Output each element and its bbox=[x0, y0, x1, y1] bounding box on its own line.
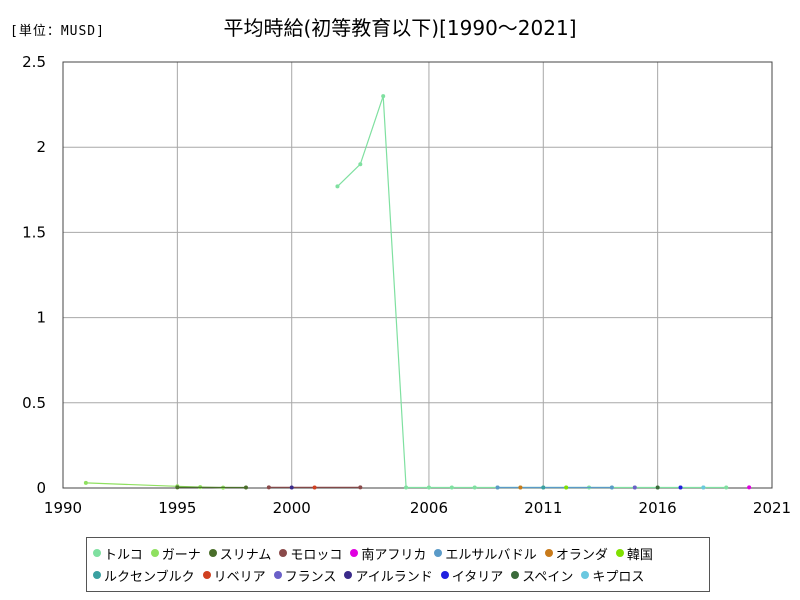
legend-item: ガーナ bbox=[150, 544, 201, 563]
legend-marker bbox=[202, 571, 211, 579]
data-point bbox=[632, 485, 637, 490]
x-tick-label: 2000 bbox=[273, 499, 311, 517]
legend-marker bbox=[350, 549, 359, 557]
data-point bbox=[472, 485, 477, 490]
legend-marker bbox=[615, 549, 624, 557]
data-point bbox=[335, 184, 340, 189]
x-tick-label: 2021 bbox=[753, 499, 791, 517]
legend-item: 韓国 bbox=[615, 544, 653, 563]
legend-label: スリナム bbox=[219, 547, 272, 563]
y-tick-label: 0 bbox=[36, 479, 46, 497]
legend-label: リベリア bbox=[213, 569, 266, 585]
data-point bbox=[358, 485, 363, 490]
legend: トルコ ガーナ スリナム モロッコ 南アフリカ エルサルバドル オランダ 韓国 ルクセンブルク… bbox=[86, 537, 710, 592]
legend-row: ルクセンブルク リベリア フランス アイルランド イタリア スペイン キプロス bbox=[93, 564, 703, 586]
data-point bbox=[426, 485, 431, 490]
legend-label: モロッコ bbox=[290, 547, 343, 563]
legend-marker bbox=[273, 571, 282, 579]
legend-item: 南アフリカ bbox=[350, 544, 426, 563]
legend-label: キプロス bbox=[592, 569, 645, 585]
data-point bbox=[266, 485, 271, 490]
legend-label: ルクセンブルク bbox=[104, 569, 195, 585]
legend-marker bbox=[208, 549, 217, 557]
legend-label: フランス bbox=[284, 569, 337, 585]
legend-item: アイルランド bbox=[344, 566, 433, 585]
legend-label: エルサルバドル bbox=[445, 547, 537, 563]
legend-item: スペイン bbox=[511, 566, 573, 585]
data-point bbox=[289, 485, 294, 490]
data-point bbox=[609, 485, 614, 490]
legend-marker bbox=[440, 571, 449, 579]
data-point bbox=[541, 485, 546, 490]
data-point bbox=[724, 485, 729, 490]
y-tick-label: 0.5 bbox=[22, 394, 46, 412]
data-point bbox=[83, 480, 88, 485]
legend-label: トルコ bbox=[104, 547, 143, 563]
legend-label: イタリア bbox=[451, 569, 504, 585]
x-tick-label: 2006 bbox=[410, 499, 448, 517]
data-point bbox=[312, 485, 317, 490]
legend-item: エルサルバドル bbox=[434, 544, 537, 563]
legend-label: 南アフリカ bbox=[361, 547, 427, 563]
legend-item: トルコ bbox=[93, 544, 143, 563]
legend-item: フランス bbox=[273, 566, 337, 585]
legend-marker bbox=[93, 549, 101, 557]
y-tick-label: 1 bbox=[36, 309, 46, 327]
legend-marker bbox=[279, 549, 288, 557]
data-point bbox=[381, 94, 386, 99]
legend-marker bbox=[511, 571, 520, 579]
legend-marker bbox=[150, 549, 159, 557]
data-point bbox=[175, 485, 180, 490]
legend-marker bbox=[434, 549, 443, 557]
legend-item: モロッコ bbox=[279, 544, 342, 563]
data-point bbox=[701, 485, 706, 490]
data-point bbox=[655, 485, 660, 490]
x-tick-label: 1995 bbox=[158, 499, 196, 517]
data-point bbox=[747, 485, 752, 490]
y-tick-label: 1.5 bbox=[22, 223, 46, 241]
legend-item: オランダ bbox=[544, 544, 608, 563]
legend-item: イタリア bbox=[440, 566, 504, 585]
legend-item: リベリア bbox=[202, 566, 266, 585]
data-point bbox=[518, 485, 523, 490]
data-point bbox=[678, 485, 683, 490]
y-tick-label: 2 bbox=[36, 138, 46, 156]
legend-label: スペイン bbox=[522, 569, 574, 585]
legend-label: アイルランド bbox=[355, 569, 433, 585]
plot-area bbox=[63, 62, 772, 488]
legend-item: ルクセンブルク bbox=[93, 566, 195, 585]
data-point bbox=[358, 162, 363, 167]
data-point bbox=[243, 485, 248, 490]
legend-item: スリナム bbox=[208, 544, 272, 563]
legend-marker bbox=[344, 571, 353, 579]
legend-label: ガーナ bbox=[161, 547, 201, 563]
legend-marker bbox=[93, 571, 101, 579]
x-tick-label: 2011 bbox=[524, 499, 562, 517]
legend-item: キプロス bbox=[581, 566, 644, 585]
unit-label: [単位：MUSD] bbox=[10, 24, 105, 39]
y-tick-label: 2.5 bbox=[22, 53, 46, 71]
x-tick-label: 1990 bbox=[44, 499, 82, 517]
data-point bbox=[404, 485, 409, 490]
chart-title: 平均時給(初等教育以下)[1990〜2021] bbox=[223, 16, 577, 40]
data-point bbox=[495, 485, 500, 490]
legend-label: オランダ bbox=[555, 547, 608, 563]
legend-marker bbox=[581, 571, 590, 579]
legend-marker bbox=[544, 549, 553, 557]
legend-label: 韓国 bbox=[626, 547, 653, 563]
data-point bbox=[449, 485, 454, 490]
data-point bbox=[564, 485, 569, 490]
x-tick-label: 2016 bbox=[639, 499, 677, 517]
legend-row: トルコ ガーナ スリナム モロッコ 南アフリカ エルサルバドル オランダ 韓国 bbox=[93, 542, 703, 564]
